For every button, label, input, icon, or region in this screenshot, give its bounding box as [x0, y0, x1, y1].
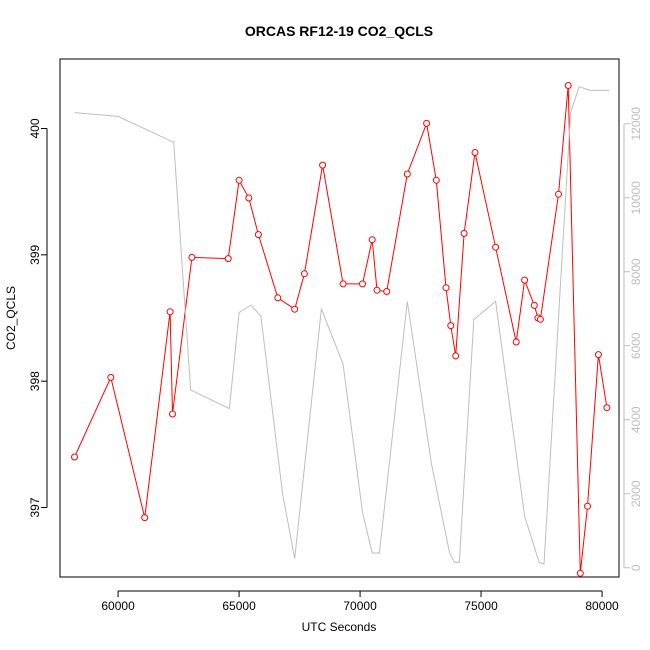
data-point: [291, 305, 299, 313]
y2-tick-label: 10000: [629, 181, 643, 215]
co2-series-line: [74, 85, 608, 574]
data-point: [188, 253, 196, 261]
y2-tick-label: 4000: [629, 406, 643, 433]
y-axis-label: CO2_QCLS: [4, 286, 18, 350]
y2-tick-label: 6000: [629, 332, 643, 359]
data-point: [512, 338, 520, 346]
data-point: [224, 255, 232, 263]
data-point: [492, 243, 500, 251]
data-point: [166, 308, 174, 316]
y2-tick-label: 0: [629, 564, 643, 571]
y-tick-label: 397: [28, 497, 42, 517]
x-tick-label: 70000: [343, 599, 377, 613]
secondary-series-line: [74, 86, 610, 565]
chart-title: ORCAS RF12-19 CO2_QCLS: [245, 23, 433, 39]
data-point: [368, 236, 376, 244]
data-point: [141, 514, 149, 522]
x-tick-label: 80000: [585, 599, 619, 613]
data-point: [530, 301, 538, 309]
data-point: [339, 280, 347, 288]
x-axis-label: UTC Seconds: [302, 620, 377, 634]
data-point: [564, 82, 572, 89]
data-point: [460, 229, 468, 237]
data-point: [432, 176, 440, 184]
data-point: [245, 194, 253, 202]
data-point: [555, 190, 562, 198]
data-point: [359, 280, 366, 288]
data-point: [423, 119, 431, 127]
y-axis-left: 397 398 399 400: [28, 118, 48, 518]
y-axis-right: 0 2000 4000 6000 8000 10000 12000: [623, 107, 643, 571]
data-point: [373, 286, 381, 294]
data-point: [235, 176, 243, 184]
data-point: [300, 270, 308, 278]
data-point: [107, 373, 115, 381]
data-point: [471, 149, 479, 156]
data-point: [594, 351, 602, 359]
y2-tick-label: 12000: [629, 107, 643, 141]
data-point: [452, 352, 460, 360]
plot-area: [59, 58, 620, 578]
x-axis: 60000 65000 70000 75000 80000: [101, 590, 619, 613]
y-tick-label: 400: [28, 118, 42, 138]
data-point: [71, 453, 78, 461]
y2-tick-label: 8000: [629, 258, 643, 285]
data-point: [442, 284, 450, 292]
y2-tick-label: 2000: [629, 480, 643, 507]
x-tick-label: 65000: [222, 599, 256, 613]
data-point: [584, 502, 591, 510]
data-point: [603, 404, 611, 412]
data-point: [536, 315, 544, 323]
data-point: [447, 322, 455, 330]
data-point: [254, 231, 262, 239]
data-point: [576, 569, 584, 577]
data-point: [383, 288, 391, 295]
data-point: [403, 170, 411, 178]
data-point: [319, 161, 327, 169]
data-point: [274, 294, 282, 302]
data-point: [169, 410, 176, 418]
data-point: [521, 276, 529, 284]
y-tick-label: 398: [28, 371, 42, 391]
x-tick-label: 60000: [101, 599, 135, 613]
x-tick-label: 75000: [464, 599, 498, 613]
y-tick-label: 399: [28, 244, 42, 264]
series-layer: [71, 82, 611, 577]
